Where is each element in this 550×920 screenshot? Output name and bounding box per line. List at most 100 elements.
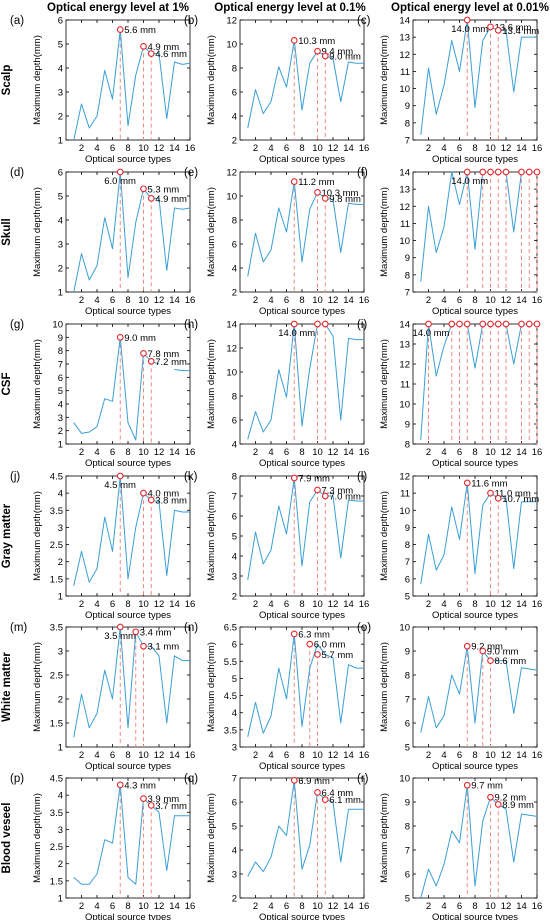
panel-label: (p) — [10, 773, 24, 785]
y-tick-label: 4 — [232, 440, 237, 451]
x-tick-label: 8 — [472, 750, 477, 761]
y-axis-label: Maximum depth(mm) — [379, 793, 390, 883]
y-axis-label: Maximum depth(mm) — [32, 793, 43, 883]
x-tick-label: 16 — [532, 143, 543, 154]
peak-marker — [456, 320, 463, 328]
x-axis-label: Optical source types — [259, 912, 345, 920]
peak-marker — [321, 320, 329, 328]
panel-label: (f) — [357, 167, 368, 179]
y-tick-label: 2.5 — [50, 671, 63, 682]
y-tick-label: 12 — [226, 168, 237, 179]
peak-marker — [487, 320, 494, 328]
data-label: 3.8 mm — [155, 496, 187, 507]
x-tick-label: 2 — [426, 599, 431, 610]
column-title: Optical energy level at 0.01% — [391, 2, 549, 14]
y-tick-label: 11 — [400, 67, 410, 78]
y-tick-label: 1 — [58, 136, 63, 147]
y-tick-label: 3 — [232, 743, 237, 754]
x-tick-label: 8 — [472, 295, 477, 306]
data-label: 7.9 mm — [298, 474, 330, 485]
x-tick-label: 12 — [154, 447, 165, 458]
y-tick-label: 9 — [405, 420, 410, 431]
y-tick-label: 10 — [399, 84, 410, 95]
data-label: 13.6 mm — [495, 22, 532, 33]
peak-marker — [147, 802, 155, 809]
row-label: White matter — [1, 652, 13, 722]
x-tick-label: 2 — [253, 447, 258, 458]
series-line — [420, 19, 537, 135]
x-tick-label: 6 — [110, 447, 115, 458]
data-label: 9.2 mm — [495, 793, 527, 804]
x-tick-label: 10 — [312, 447, 323, 458]
peak-marker — [525, 320, 533, 328]
y-tick-label: 12 — [226, 344, 237, 355]
y-tick-label: 4 — [232, 112, 237, 123]
y-tick-label: 14 — [399, 168, 410, 179]
peak-marker — [290, 474, 298, 482]
peak-marker — [321, 52, 329, 60]
y-tick-label: 6 — [232, 88, 237, 99]
y-tick-label: 7 — [232, 492, 237, 503]
y-tick-label: 7 — [405, 557, 410, 568]
y-tick-label: 14 — [226, 320, 237, 331]
y-axis-label: Maximum depth(mm) — [32, 491, 43, 581]
y-tick-label: 12 — [399, 360, 410, 371]
y-tick-label: 8 — [58, 346, 63, 357]
x-tick-label: 12 — [328, 295, 339, 306]
data-label: 4.3 mm — [124, 780, 156, 791]
data-label: 5.6 mm — [124, 25, 156, 36]
data-label: 9.8 mm — [329, 194, 361, 205]
x-tick-label: 10 — [312, 599, 323, 610]
x-tick-label: 10 — [138, 143, 149, 154]
x-tick-label: 8 — [299, 901, 304, 912]
x-tick-label: 2 — [253, 295, 258, 306]
y-tick-label: 6.5 — [224, 623, 237, 634]
x-tick-label: 6 — [110, 750, 115, 761]
x-tick-label: 4 — [268, 750, 273, 761]
data-label: 10.3 mm — [298, 36, 335, 47]
y-tick-label: 8 — [405, 671, 410, 682]
peak-marker — [518, 320, 525, 328]
panel-label: (h) — [184, 319, 198, 331]
y-tick-label: 1 — [58, 592, 63, 603]
peak-marker — [487, 657, 494, 664]
peak-marker — [147, 50, 155, 57]
x-tick-label: 10 — [485, 295, 496, 306]
x-tick-label: 16 — [359, 143, 370, 154]
x-tick-label: 14 — [169, 599, 180, 610]
series-line — [420, 645, 538, 733]
x-tick-label: 16 — [359, 295, 370, 306]
y-axis-label: Maximum depth(mm) — [206, 642, 217, 732]
series-line — [73, 171, 191, 293]
peak-marker — [290, 777, 298, 784]
x-tick-label: 6 — [284, 599, 289, 610]
x-tick-label: 6 — [110, 143, 115, 154]
series-line — [247, 477, 364, 581]
x-tick-label: 4 — [94, 599, 99, 610]
y-tick-label: 9 — [405, 523, 410, 534]
peak-marker — [494, 320, 502, 328]
x-tick-label: 2 — [426, 447, 431, 458]
x-tick-label: 6 — [457, 447, 462, 458]
x-tick-label: 4 — [268, 599, 273, 610]
y-tick-label: 9 — [405, 253, 410, 264]
x-tick-label: 4 — [441, 295, 446, 306]
row-label: CSF — [1, 373, 13, 396]
panel-label: (n) — [184, 622, 198, 634]
x-tick-label: 14 — [516, 901, 527, 912]
y-tick-label: 6 — [58, 16, 63, 27]
y-tick-label: 10 — [52, 320, 63, 331]
x-axis-label: Optical source types — [85, 306, 171, 317]
x-tick-label: 14 — [343, 599, 354, 610]
x-tick-label: 14 — [516, 295, 527, 306]
x-tick-label: 6 — [110, 295, 115, 306]
peak-marker — [487, 168, 494, 176]
x-tick-label: 2 — [79, 295, 84, 306]
y-tick-label: 2 — [58, 112, 63, 123]
x-tick-label: 2 — [79, 750, 84, 761]
series-line — [73, 29, 191, 141]
y-tick-label: 9 — [405, 647, 410, 658]
y-tick-label: 5.5 — [224, 657, 237, 668]
x-tick-label: 4 — [268, 143, 273, 154]
y-tick-label: 1 — [58, 440, 63, 451]
